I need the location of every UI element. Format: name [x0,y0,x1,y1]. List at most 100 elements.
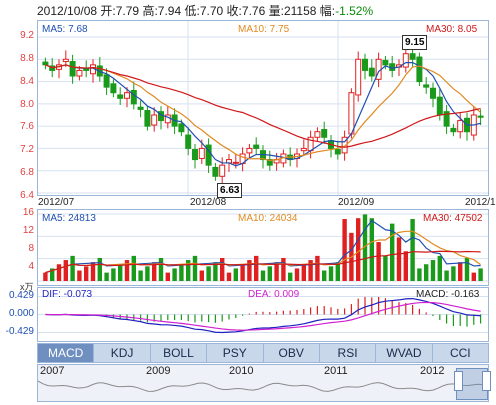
tab-cci[interactable]: CCI [449,346,471,360]
open-value: 7.79 [115,4,140,18]
vol-ma10-legend: MA10: 24034 [238,213,298,224]
volume-bar [152,262,157,281]
volume-bar [213,262,218,281]
volume-bar [328,266,334,281]
volume-bar [383,255,388,281]
volume-bar [70,255,75,281]
price-y-tick: 6.4 [20,190,34,201]
year-2010: 2010 [229,365,254,377]
xdate-oct: 2012/1 [465,197,496,208]
candle-body [300,147,307,152]
vol-ma30-line [45,250,481,274]
volume-bar [376,242,381,281]
candle-body [69,61,76,77]
tab-rsi[interactable]: RSI [320,344,377,362]
candle-body [42,61,49,66]
ma5-line [45,62,481,167]
volume-bar [288,272,293,281]
vol-ma30-legend: MA30: 47502 [423,213,483,224]
xdate-sep: 2012/09 [338,197,375,208]
candle-body [124,92,130,99]
volume-bar [390,223,395,281]
ma30-legend: MA30: 8.05 [426,24,478,35]
candle-body [457,120,464,133]
low-callout: 6.63 [217,183,243,198]
volume-bar [124,260,130,281]
candle-body [266,159,273,166]
candle-body [130,89,137,105]
price-panel[interactable]: MA5: 7.68 MA10: 7.75 MA30: 8.05 9.15 6.6… [37,20,489,198]
volume-bar [362,214,368,281]
range-left-handle[interactable] [454,371,463,391]
candle-body [450,127,457,133]
candle-body [321,128,328,138]
volume-bar [186,260,191,281]
volume-bar [478,268,483,281]
tab-obv[interactable]: OBV [264,344,320,362]
time-range-scroller[interactable]: 2007 2009 2010 2011 2012 [37,364,491,402]
volume-bar [111,268,116,281]
candle-body [76,69,83,77]
tab-boll[interactable]: BOLL [151,344,208,362]
vol-ma5-legend: MA5: 24813 [42,213,96,224]
volume-value: 21158 [283,4,317,18]
candle-body [185,134,192,149]
volume-bar [274,262,279,281]
volume-label: 量: [268,4,284,18]
volume-bar [90,262,96,281]
volume-bar [308,260,313,281]
xdate-aug: 2012/08 [190,197,227,208]
volume-bar [464,257,470,281]
macd-y-tick: 0.429 [8,290,34,301]
volume-bar [451,266,456,281]
candle-body [219,164,226,177]
volume-bar [247,260,252,281]
price-y-tick: 7.2 [20,144,34,156]
volume-bar [396,237,402,281]
candle-body [355,58,362,96]
candle-body [334,149,341,155]
year-2009: 2009 [146,365,171,377]
ma30-line [45,64,481,148]
candle-body [205,144,212,166]
tab-psy[interactable]: PSY [207,344,264,362]
dif-legend: DIF: -0.073 [42,289,93,300]
candle-body [314,131,321,138]
price-y-tick: 8.0 [20,98,34,110]
candle-body [341,136,348,154]
volume-bar [56,264,62,281]
candle-body [212,166,219,177]
macd-chart [38,296,488,334]
change-value: -1.52% [335,4,374,18]
candle-body [144,110,151,127]
volume-bar [417,268,422,281]
price-chart [38,21,488,195]
range-right-handle[interactable] [482,371,491,391]
price-y-tick: 8.8 [20,52,34,64]
candle-body [198,147,205,159]
volume-bar [260,270,266,281]
close-value: 7.76 [241,4,266,18]
ma10-legend: MA10: 7.75 [238,24,290,35]
low-value: 7.70 [199,4,224,18]
candle-body [382,59,389,66]
volume-panel[interactable]: MA5: 24813 MA10: 24034 MA30: 47502 [37,209,489,286]
ma10-line [45,64,481,162]
candle-body [62,58,69,63]
candle-body [416,56,423,83]
volume-bar [240,264,245,281]
volume-y-tick: 16 [22,207,34,218]
volume-bar [206,266,211,281]
macd-panel[interactable]: DIF: -0.073 DEA: 0.009 MACD: -0.163 [37,287,489,342]
overview-sparkline [38,380,488,392]
year-2007: 2007 [40,365,65,377]
volume-bar [199,270,204,281]
volume-bar [233,268,238,281]
tab-kdj[interactable]: KDJ [94,344,151,362]
tab-macd[interactable]: MACD [38,344,95,362]
quote-summary: 2012/10/08 开:7.79 高:7.94 低:7.70 收:7.76 量… [37,2,373,19]
tab-wvad[interactable]: WVAD [376,344,433,362]
volume-bar [172,268,177,281]
macd-y-tick: 0.000 [8,308,34,319]
high-callout: 9.15 [402,35,428,50]
